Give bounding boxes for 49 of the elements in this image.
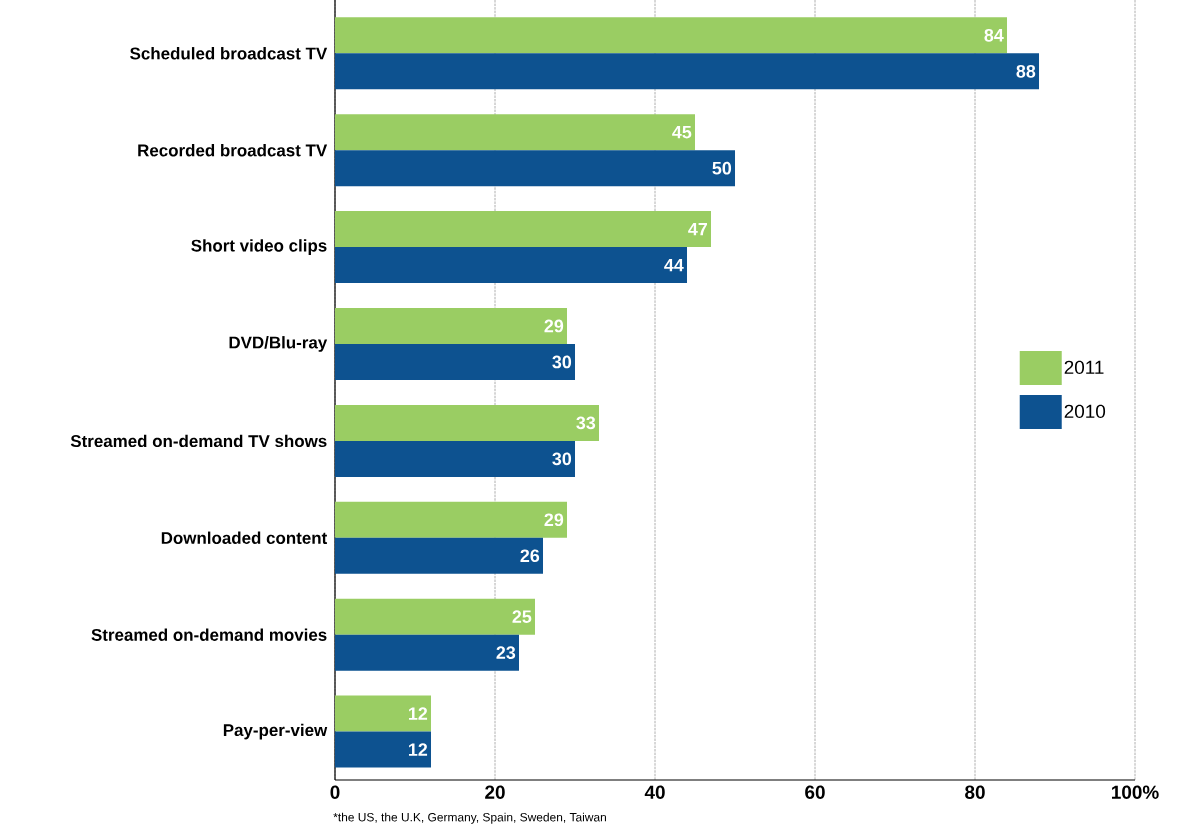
bar bbox=[335, 404, 599, 441]
y-tick-label: Downloaded content bbox=[161, 531, 328, 544]
bar bbox=[335, 307, 567, 344]
bar bbox=[335, 343, 575, 380]
x-tick-label: 20 bbox=[485, 785, 505, 799]
x-tick-label: 60 bbox=[805, 785, 825, 799]
data-label: 45 bbox=[672, 125, 692, 139]
bar bbox=[335, 598, 535, 635]
bar bbox=[335, 114, 695, 151]
x-tick-label: 40 bbox=[644, 785, 665, 799]
data-label: 26 bbox=[520, 549, 540, 563]
legend-label: 2010 bbox=[1064, 404, 1106, 419]
y-tick-label: Short video clips bbox=[191, 239, 327, 255]
bar bbox=[335, 17, 1008, 54]
y-tick-label: Streamed on-demand movies bbox=[91, 628, 327, 641]
data-label: 30 bbox=[552, 355, 572, 369]
data-label: 44 bbox=[664, 258, 684, 272]
bar bbox=[335, 440, 575, 477]
bar bbox=[335, 247, 687, 284]
x-tick-label: 80 bbox=[965, 785, 985, 799]
bar bbox=[335, 537, 543, 574]
bar bbox=[335, 53, 1040, 90]
x-tick-label: 100% bbox=[1111, 785, 1159, 799]
text: *the US, the U.K, Germany, Spain, Sweden, Taiwan bbox=[333, 812, 606, 824]
data-label: 23 bbox=[496, 646, 516, 660]
y-tick-label: DVD/Blu-ray bbox=[229, 336, 328, 352]
y-tick-label: Pay-per-view bbox=[223, 723, 328, 740]
y-tick-label: Scheduled broadcast TV bbox=[130, 47, 328, 60]
bar bbox=[335, 501, 567, 538]
data-label: 50 bbox=[712, 161, 732, 175]
bar bbox=[335, 695, 431, 732]
bar bbox=[335, 211, 711, 248]
data-label: 29 bbox=[544, 513, 564, 527]
data-label: 33 bbox=[576, 416, 596, 430]
data-label: 47 bbox=[688, 222, 708, 236]
x-tick-label: 0 bbox=[330, 785, 340, 799]
data-label: 84 bbox=[984, 28, 1004, 42]
bar bbox=[335, 731, 431, 768]
data-label: 12 bbox=[408, 707, 428, 720]
legend-label: 2011 bbox=[1064, 360, 1104, 375]
data-label: 12 bbox=[408, 743, 428, 756]
y-tick-label: Recorded broadcast TV bbox=[138, 143, 328, 157]
data-label: 88 bbox=[1016, 64, 1036, 78]
bar bbox=[335, 150, 736, 187]
y-tick-label: Streamed on-demand TV shows bbox=[70, 434, 327, 448]
data-label: 29 bbox=[544, 319, 564, 333]
data-label: 30 bbox=[552, 452, 572, 466]
bar bbox=[335, 634, 519, 671]
data-label: 25 bbox=[512, 610, 532, 624]
